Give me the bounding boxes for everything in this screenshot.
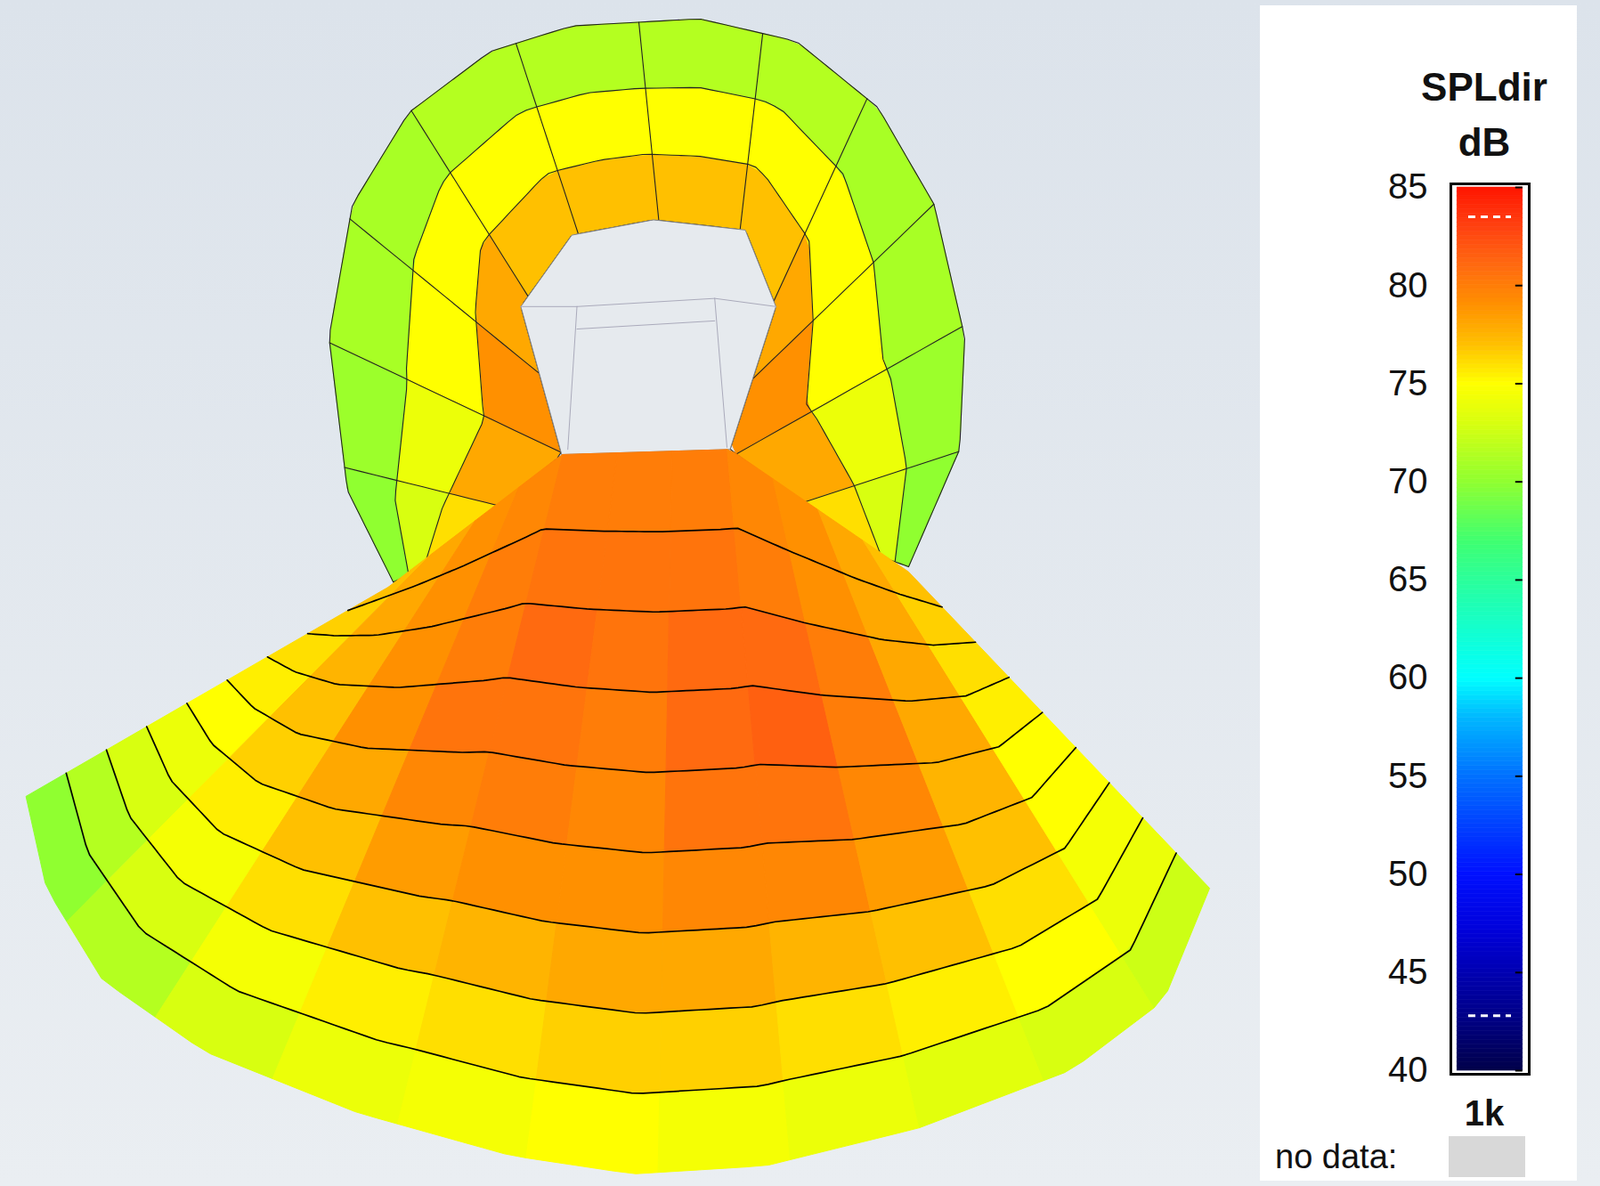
svg-text:60: 60 <box>1388 657 1429 697</box>
svg-text:85: 85 <box>1388 166 1429 206</box>
svg-text:40: 40 <box>1388 1049 1429 1089</box>
svg-text:55: 55 <box>1388 755 1429 796</box>
html-text:dB: dB <box>1458 120 1511 164</box>
svg-text:50: 50 <box>1388 853 1429 894</box>
svg-text:70: 70 <box>1388 461 1429 501</box>
html-text:1k: 1k <box>1464 1093 1505 1133</box>
html-text:no data:: no data: <box>1275 1137 1398 1176</box>
html-text:SPLdir: SPLdir <box>1421 64 1548 109</box>
svg-text:45: 45 <box>1388 951 1429 991</box>
svg-text:75: 75 <box>1388 363 1429 403</box>
svg-text:65: 65 <box>1388 559 1429 599</box>
svg-text:80: 80 <box>1388 265 1429 305</box>
